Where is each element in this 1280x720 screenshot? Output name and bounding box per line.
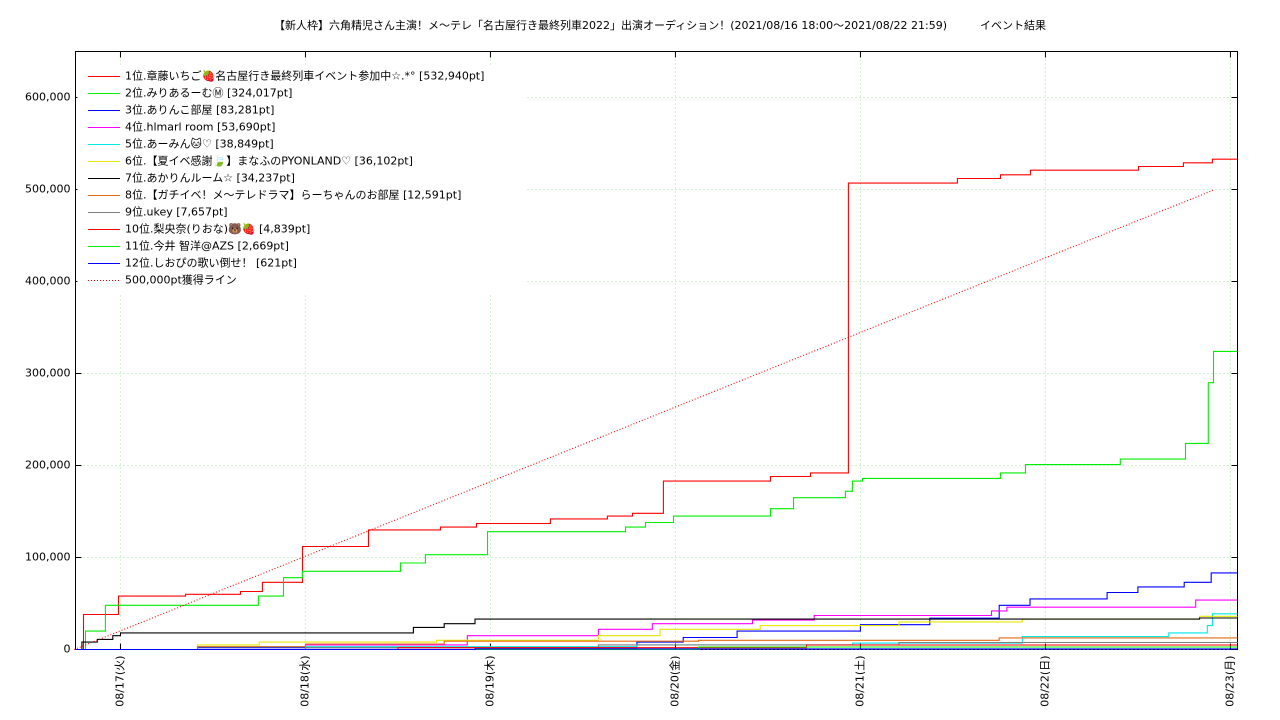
series-line bbox=[75, 158, 1238, 651]
y-tick-label: 600,000 bbox=[25, 91, 71, 104]
x-tick-label: 08/20(金) bbox=[667, 656, 681, 707]
legend-label: 1位.章藤いちご🍓名古屋行き最終列車イベント参加中☆.*° [532,940pt… bbox=[125, 69, 484, 83]
series-line bbox=[75, 613, 1238, 651]
chart-title: 【新人枠】六角精児さん主演！メ〜テレ「名古屋行き最終列車2022」出演オーディシ… bbox=[274, 18, 1046, 32]
x-tick-label: 08/21(土) bbox=[853, 656, 866, 707]
x-tick-label: 08/18(水) bbox=[298, 656, 311, 707]
legend-label: 8位.【ガチイベ！メ〜テレドラマ】らーちゃんのお部屋 [12,591pt] bbox=[125, 188, 461, 202]
legend-label: 12位.しおぴの歌い倒せ！ [621pt] bbox=[125, 256, 297, 270]
legend-box bbox=[77, 65, 528, 293]
y-tick-label: 300,000 bbox=[25, 367, 71, 380]
legend-label: 7位.あかりんルーム☆ [34,237pt] bbox=[125, 171, 295, 185]
legend-label: 500,000pt獲得ライン bbox=[125, 274, 237, 287]
legend-label: 9位.ukey [7,657pt] bbox=[125, 205, 228, 219]
x-tick-label: 08/19(木) bbox=[483, 656, 496, 707]
legend-label: 5位.あーみん🐱♡ [38,849pt] bbox=[125, 137, 274, 151]
x-tick-label: 08/17(火) bbox=[113, 656, 126, 707]
y-tick-label: 400,000 bbox=[25, 275, 71, 288]
x-tick-label: 08/22(日) bbox=[1038, 656, 1051, 707]
x-tick-label: 08/23(月) bbox=[1223, 656, 1236, 707]
series-line bbox=[75, 648, 1238, 651]
series-line bbox=[75, 572, 1238, 651]
y-tick-label: 100,000 bbox=[25, 551, 71, 564]
legend-label: 2位.みりあるーむⓂ [324,017pt] bbox=[125, 86, 292, 100]
series-line bbox=[75, 617, 1238, 651]
y-tick-label: 500,000 bbox=[25, 183, 71, 196]
y-tick-label: 200,000 bbox=[25, 459, 71, 472]
legend-label: 3位.ありんこ部屋 [83,281pt] bbox=[125, 103, 274, 117]
series-line bbox=[75, 350, 1238, 651]
legend-label: 4位.hlmarl room [53,690pt] bbox=[125, 120, 275, 134]
series-line bbox=[75, 637, 1238, 651]
legend-label: 11位.今井 智洋@AZS [2,669pt] bbox=[125, 239, 289, 253]
series-line bbox=[73, 188, 1216, 651]
legend-label: 6位.【夏イベ感謝🍃】まなふのPYONLAND♡ [36,102pt] bbox=[125, 154, 413, 168]
y-tick-label: 0 bbox=[64, 643, 71, 656]
series-line bbox=[75, 599, 1238, 651]
legend-label: 10位.梨央奈(りおな)🐻🍓 [4,839pt] bbox=[125, 222, 310, 236]
